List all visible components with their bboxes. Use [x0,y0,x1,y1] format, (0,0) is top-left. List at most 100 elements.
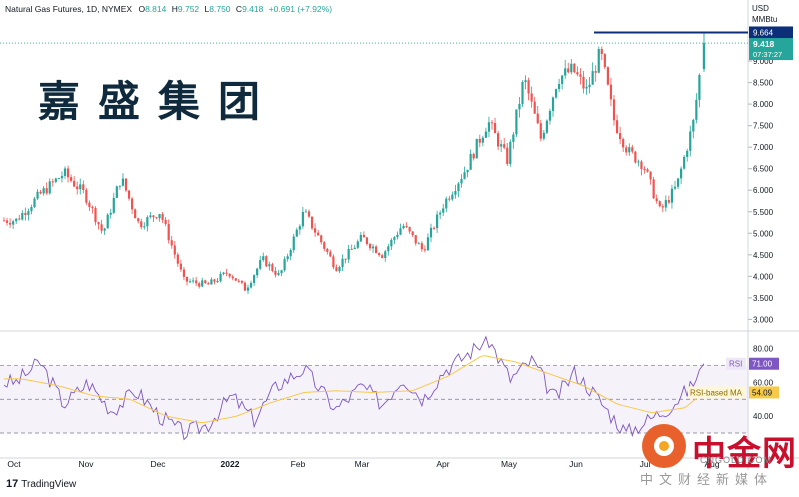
candle-body [408,227,411,232]
candle-body [286,256,289,260]
candle-body [198,283,201,287]
candle-body [42,188,45,194]
candle-body [582,76,585,89]
candle-body [323,242,326,249]
rsi-series: RSI 71.00 RSI-based MA 54.09 [3,335,779,441]
candle-body [417,243,420,245]
ma-name-badge [688,386,746,399]
candle-body [359,234,362,242]
candle-body [564,68,567,76]
candle-body [503,144,506,148]
candle-body [161,214,164,220]
candle-body [54,178,57,182]
candle-body [149,215,152,218]
tradingview-logo: 17 TradingView [6,478,76,490]
price-axis: 3.000 3.500 4.000 4.500 5.000 5.500 6.000 6.500… [0,0,799,470]
axis-unit-bottom: MMBtu [752,15,777,24]
candle-body [432,227,436,229]
candle-body [597,49,600,73]
candle-body [643,169,646,171]
candle-body [384,251,387,258]
candle-body [210,279,213,285]
candle-body [262,256,265,261]
candle-body [97,222,100,225]
high-price-label: 9.664 [753,28,774,37]
candle-body [463,172,466,179]
candle-body [73,180,76,187]
candle-body [640,161,643,170]
candle-body [9,222,12,225]
candle-body [121,178,125,186]
time-tick-label: Nov [78,459,94,469]
candle-body [265,256,268,267]
candle-body [420,243,423,250]
candle-body [487,122,491,132]
candle-body [167,224,170,241]
ma-value-label: 54.09 [752,388,773,397]
candle-body [634,151,637,163]
price-tick-label: 7.000 [753,143,774,152]
candle-body [137,218,140,222]
candle-body [414,235,417,244]
candle-body [124,178,128,191]
candle-body [207,283,210,285]
candle-body [567,68,570,73]
candle-body [454,191,457,195]
candle-body [396,234,399,238]
candle-body [48,181,51,194]
candle-body [451,194,454,200]
candle-body [481,137,484,143]
candle-body [442,208,445,213]
candle-body [222,272,225,274]
candle-body [103,228,106,231]
candle-body [551,97,555,111]
candle-body [152,215,155,218]
candle-body [85,190,88,203]
candle-body [536,113,539,124]
candle-body [277,273,280,275]
time-axis: Oct Nov Dec 2022 Feb Mar Apr May Jun Jul Aug [7,459,719,469]
candle-body [127,190,131,199]
candle-body [619,133,622,140]
candle-body [27,211,30,216]
candle-body [338,267,341,272]
candle-body [15,218,18,222]
candle-body [600,49,603,55]
candle-body [478,138,481,143]
candle-body [131,198,134,210]
candle-body [664,200,667,208]
candle-body [371,246,375,249]
candle-body [350,248,353,250]
candle-body [112,197,115,213]
candle-body [515,109,518,135]
candle-body [66,168,70,178]
candle-body [341,258,344,268]
time-tick-label: Jul [640,459,651,469]
candle-body [545,120,548,133]
candle-body [307,211,311,217]
time-tick-label: Apr [436,459,449,469]
candle-body [399,228,402,235]
change-value: +0.691 (+7.92%) [269,4,332,14]
candle-body [472,153,475,159]
candle-body [524,80,527,83]
candle-body [356,241,359,248]
candle-body [234,278,237,281]
candle-body [625,147,628,153]
candle-body [365,237,369,245]
candle-body [683,156,686,169]
candle-body [387,246,390,252]
candle-body [680,168,683,179]
candle-body [429,227,433,238]
low-label: L [205,4,210,14]
candle-body [259,260,262,269]
candle-body [51,181,54,183]
candle-body [24,212,27,216]
candle-body [646,169,649,172]
candle-body [225,272,228,274]
candle-body [698,74,701,100]
candle-body [436,214,439,229]
candle-body [554,89,558,98]
time-tick-label: Dec [150,459,166,469]
